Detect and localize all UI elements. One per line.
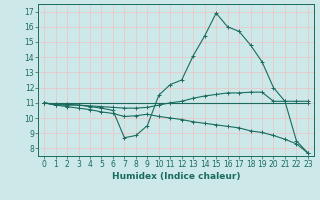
- X-axis label: Humidex (Indice chaleur): Humidex (Indice chaleur): [112, 172, 240, 181]
